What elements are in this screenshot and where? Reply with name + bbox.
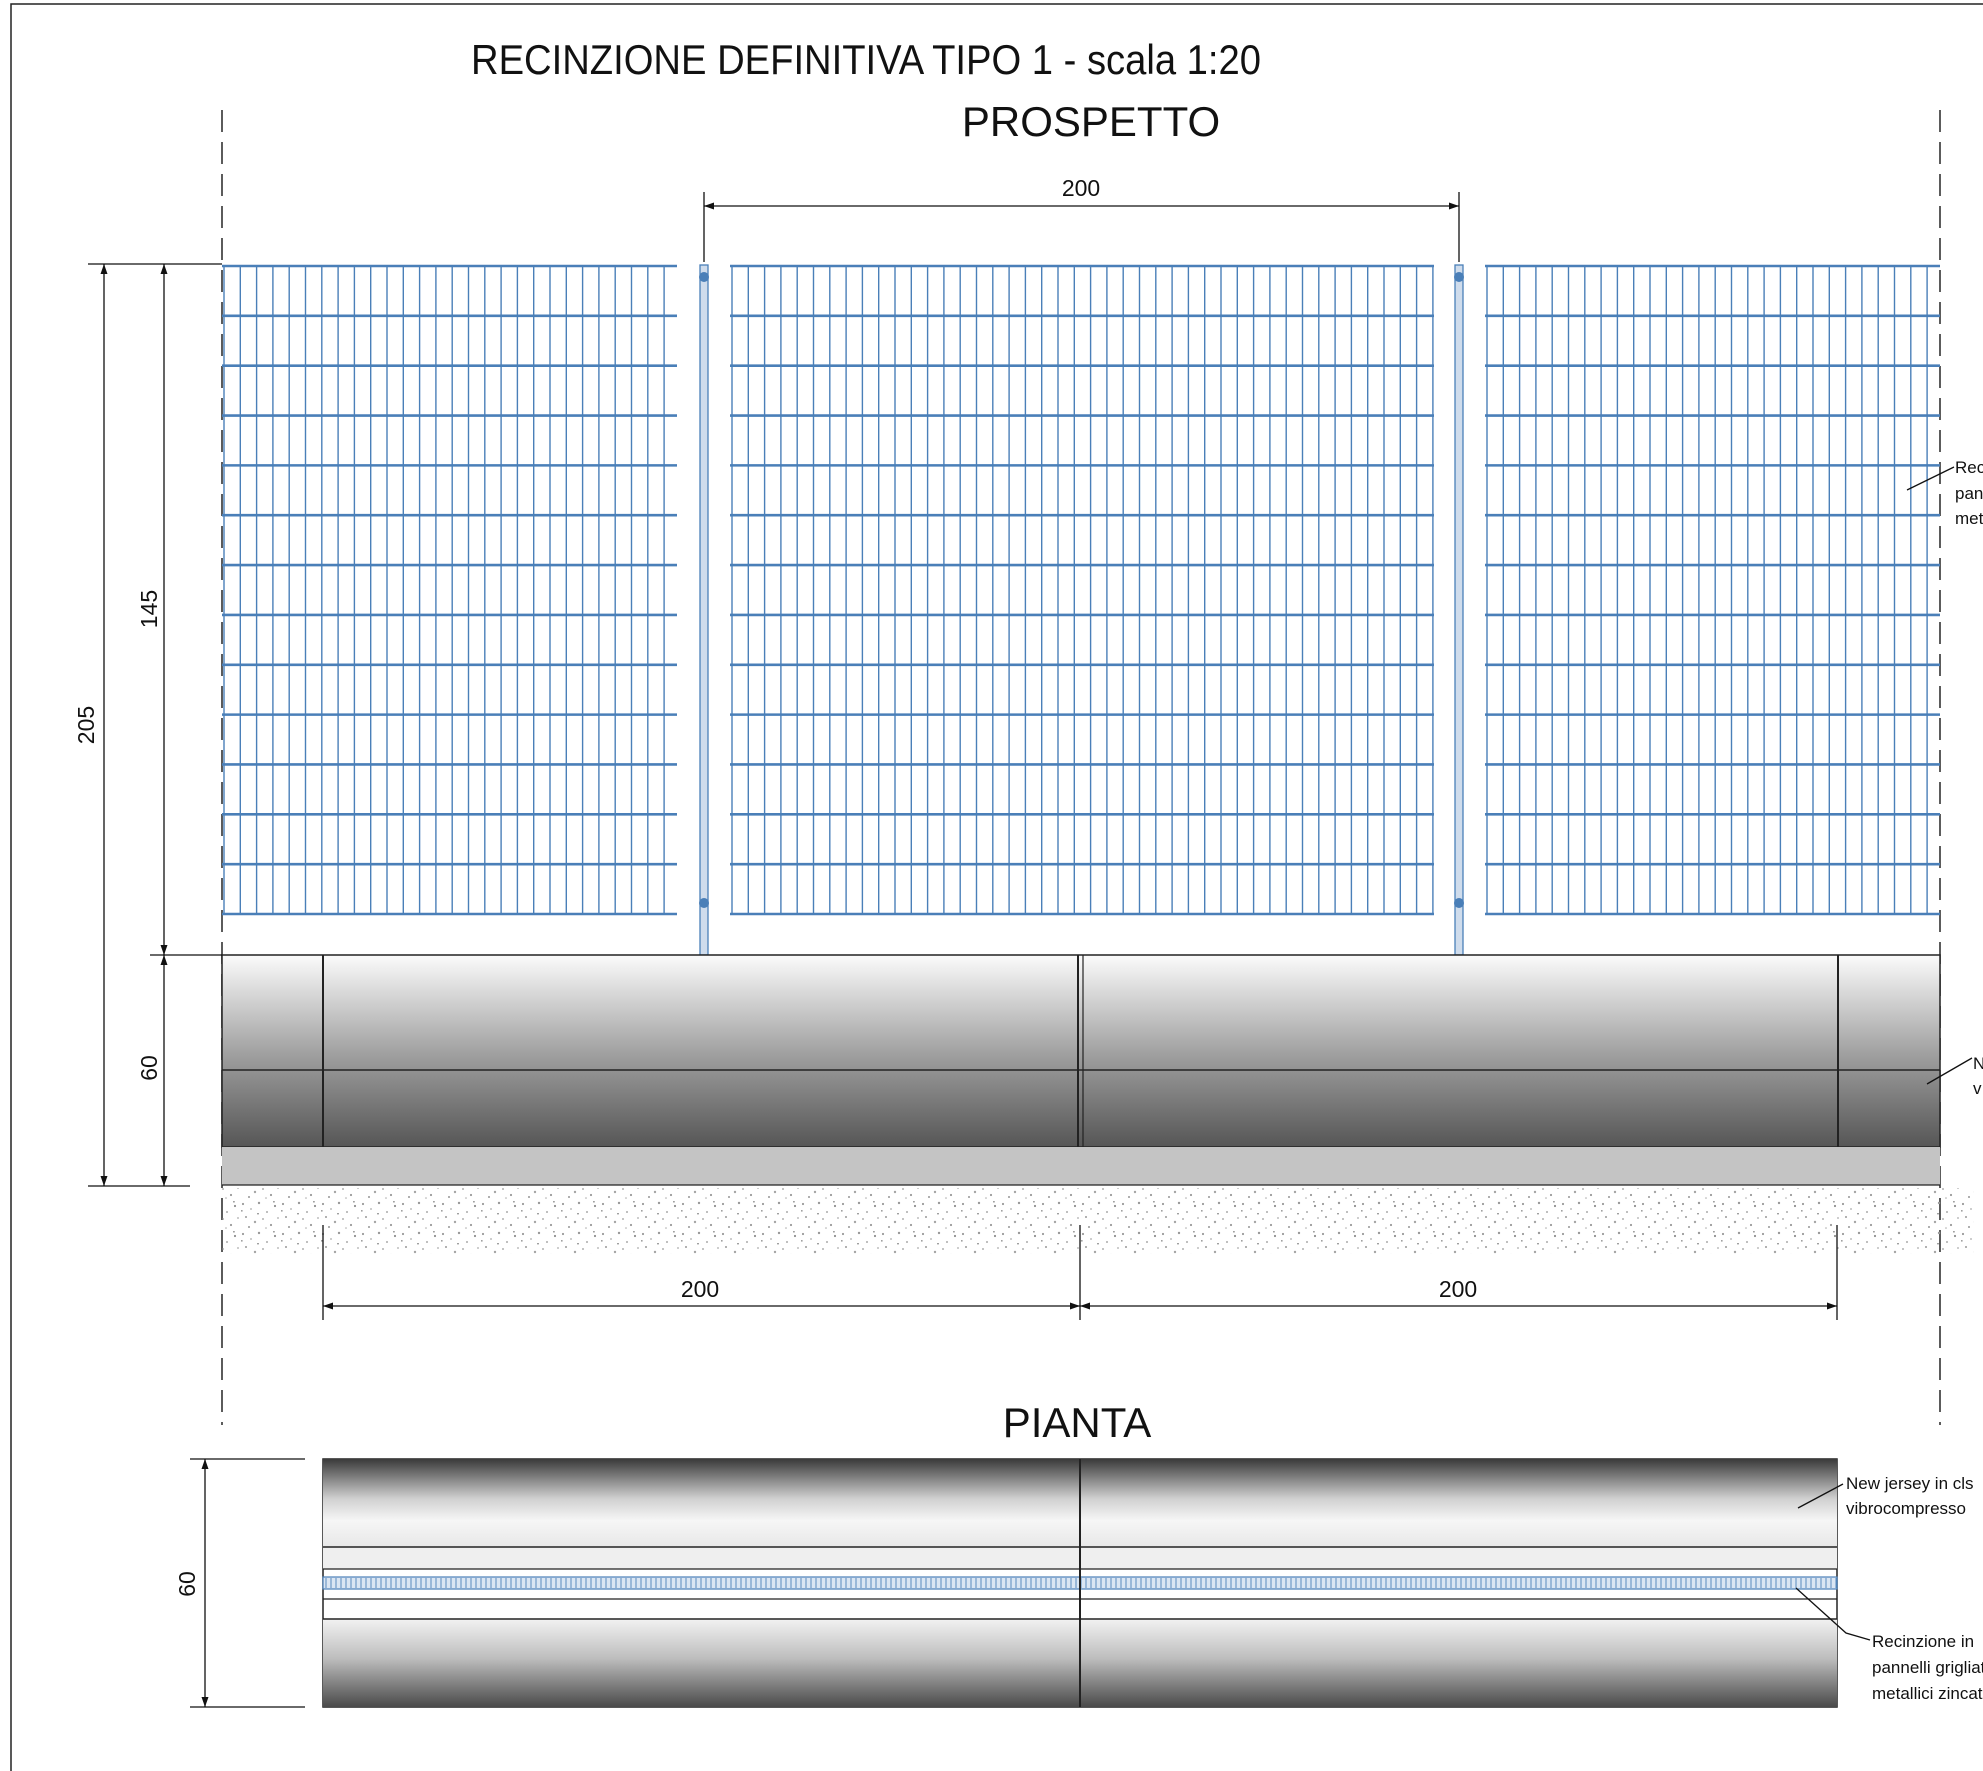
callout-text: vibrocompresso xyxy=(1846,1499,1966,1518)
mesh-panel xyxy=(222,264,677,916)
drawing-title: RECINZIONE DEFINITIVA TIPO 1 - scala 1:2… xyxy=(471,36,1261,83)
prospetto-title: PROSPETTO xyxy=(962,98,1220,145)
callout-text: v xyxy=(1973,1079,1982,1098)
dim-label: 200 xyxy=(1439,1276,1477,1302)
dim-jersey-height: 60 xyxy=(136,955,168,1186)
callout-text: New jersey in cls xyxy=(1846,1474,1974,1493)
dim-post-spacing: 200 xyxy=(703,175,1460,262)
jersey-base xyxy=(222,1147,1940,1185)
dim-fence-height: 145 xyxy=(136,264,222,956)
callout-text: N xyxy=(1973,1054,1983,1073)
dim-label: 200 xyxy=(681,1276,719,1302)
callout-text: metallici zincat xyxy=(1872,1684,1983,1703)
dim-label: 145 xyxy=(136,590,162,628)
dim-label: 200 xyxy=(1062,175,1100,201)
clamp-icon xyxy=(1454,898,1464,908)
post-left xyxy=(699,264,709,956)
mesh-panel xyxy=(1485,264,1940,916)
fence-mesh-panels xyxy=(222,264,1940,916)
clamp-icon xyxy=(699,898,709,908)
callout-fence-elevation: Rec pan met xyxy=(1906,458,1983,528)
jersey-plan xyxy=(322,1458,1838,1708)
callout-text: met xyxy=(1955,509,1983,528)
dim-label: 60 xyxy=(174,1571,200,1597)
dim-jersey-lengths: 200 200 xyxy=(322,1225,1838,1320)
callout-text: Recinzione in xyxy=(1872,1632,1974,1651)
callout-fence-plan: Recinzione in pannelli grigliat metallic… xyxy=(1795,1587,1983,1703)
dim-label: 205 xyxy=(73,706,99,744)
mesh-panel xyxy=(730,264,1434,916)
pianta-title: PIANTA xyxy=(1003,1399,1152,1446)
callout-jersey-elevation: N v xyxy=(1926,1054,1983,1098)
gravel-bed xyxy=(222,1188,1974,1254)
dim-total-height: 205 xyxy=(73,263,222,1187)
callout-text: pan xyxy=(1955,484,1983,503)
sheet-border xyxy=(10,3,1983,1771)
jersey-elevation xyxy=(221,954,1974,1254)
post-right xyxy=(1454,264,1464,956)
callout-text: pannelli grigliat xyxy=(1872,1658,1983,1677)
callout-text: Rec xyxy=(1955,458,1983,477)
clamp-icon xyxy=(1454,272,1464,282)
dim-label: 60 xyxy=(136,1055,162,1081)
clamp-icon xyxy=(699,272,709,282)
dim-plan-depth: 60 xyxy=(174,1458,305,1708)
callout-jersey-plan: New jersey in cls vibrocompresso xyxy=(1797,1474,1974,1518)
